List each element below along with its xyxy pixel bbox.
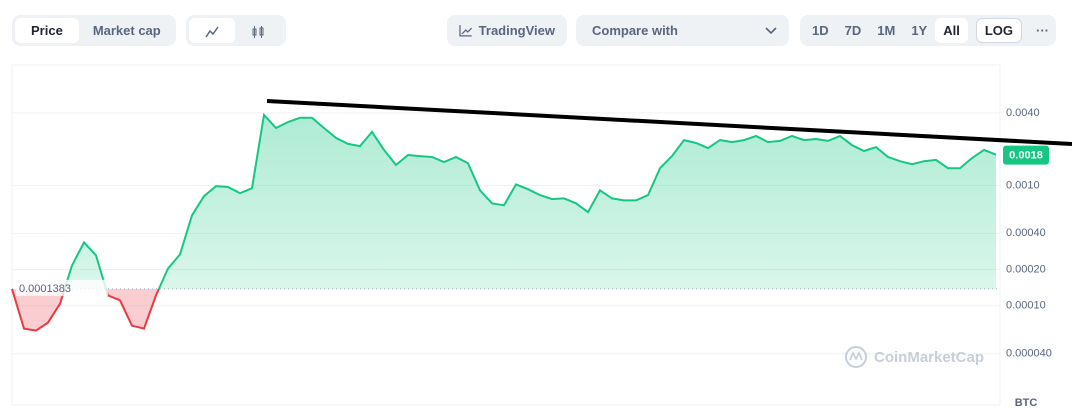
line-icon (205, 26, 219, 37)
tradingview-label: TradingView (478, 23, 555, 38)
candle-icon (252, 25, 264, 38)
line-style-button[interactable] (189, 18, 235, 43)
range-7d[interactable]: 7D (844, 23, 862, 38)
area-fill (64, 114, 996, 289)
compare-label: Compare with (592, 23, 678, 38)
compare-dropdown[interactable]: Compare with (576, 15, 789, 46)
area-fill-below (12, 288, 996, 331)
y-tick-label: 0.0010 (1006, 179, 1040, 191)
watermark-text: CoinMarketCap (874, 349, 984, 366)
plot-frame (11, 64, 1001, 406)
baseline-label: 0.0001383 (19, 283, 71, 295)
y-tick-label: 0.0040 (1006, 107, 1040, 119)
y-tick-label: 0.00020 (1006, 263, 1046, 275)
tab-price[interactable]: Price (15, 18, 79, 43)
baseline-label-bg (16, 279, 108, 296)
tab-market-cap[interactable]: Market cap (92, 23, 161, 38)
tradingview-icon (459, 24, 473, 37)
range-all[interactable]: All (935, 18, 968, 43)
current-price-label: 0.0018 (1009, 150, 1043, 162)
range-1y[interactable]: 1Y (911, 23, 928, 38)
watermark: CoinMarketCap (845, 346, 984, 368)
price-type-tabs: Price Market cap (12, 15, 176, 46)
range-1d[interactable]: 1D (812, 23, 829, 38)
candle-style-button[interactable] (235, 18, 281, 43)
trend-line-annotation (266, 99, 1072, 146)
y-tick-label: 0.000040 (1006, 348, 1052, 360)
range-tabs: 1D 7D 1M 1Y All LOG ··· (800, 15, 1056, 46)
range-1m[interactable]: 1M (877, 23, 896, 38)
y-axis-unit: BTC (1015, 397, 1038, 409)
log-toggle[interactable]: LOG (975, 18, 1023, 43)
more-button[interactable]: ··· (1036, 23, 1050, 38)
y-tick-label: 0.00040 (1006, 227, 1046, 239)
current-price-badge (1003, 145, 1049, 165)
y-tick-label: 0.00010 (1006, 300, 1046, 312)
price-line (11, 112, 997, 332)
chart-style-tabs (186, 15, 286, 46)
chevron-icon (765, 26, 777, 34)
tradingview-button[interactable]: TradingView (447, 15, 567, 46)
